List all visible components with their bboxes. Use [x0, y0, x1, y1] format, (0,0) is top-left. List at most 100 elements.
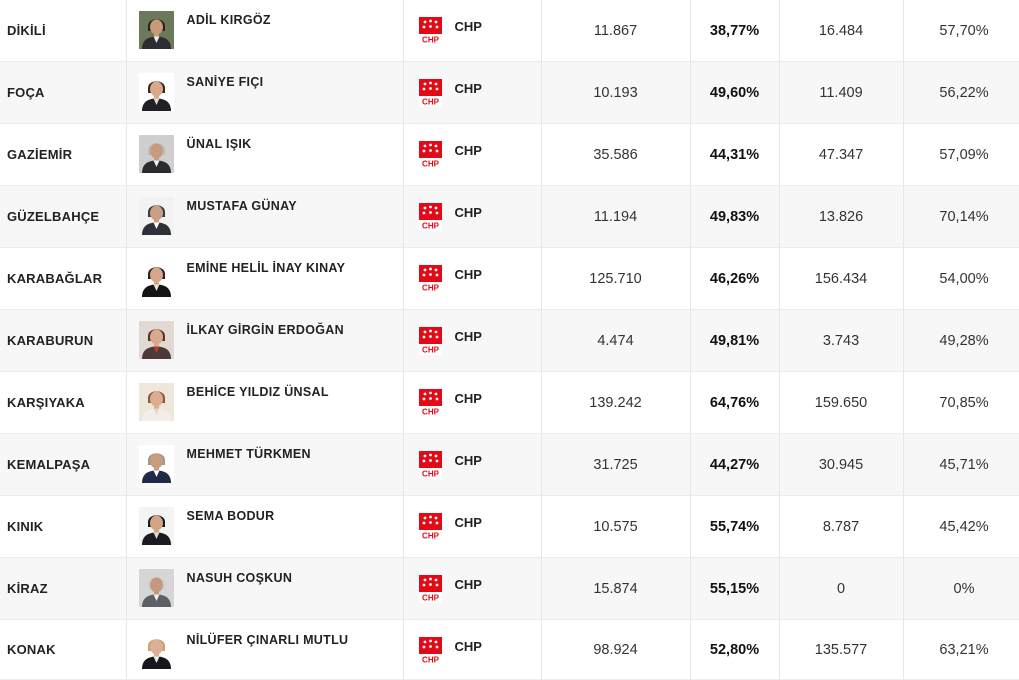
party-cell: CHP CHP [403, 0, 542, 62]
candidate-name: ÜNAL IŞIK [186, 137, 252, 151]
previous-vote-percentage: 45,42% [903, 495, 1019, 558]
candidate-cell: ÜNAL IŞIK [126, 123, 404, 186]
vote-percentage: 49,81% [690, 309, 780, 372]
chp-party-logo-icon: CHP [418, 513, 442, 541]
vote-percentage: 46,26% [690, 247, 780, 310]
vote-count: 35.586 [541, 123, 691, 186]
table-row: FOÇA SANİYE FIÇI [0, 61, 1019, 124]
previous-vote-count: 0 [779, 557, 904, 620]
previous-vote-percentage: 54,00% [903, 247, 1019, 310]
previous-vote-count: 11.409 [779, 61, 904, 124]
candidate-photo [138, 135, 174, 173]
candidate-cell: EMİNE HELİL İNAY KINAY [126, 247, 404, 310]
vote-percentage: 44,27% [690, 433, 780, 496]
party-name: CHP [454, 267, 482, 282]
party-name: CHP [454, 143, 482, 158]
candidate-photo [138, 73, 174, 111]
party-cell: CHP CHP [403, 309, 542, 372]
previous-vote-percentage: 56,22% [903, 61, 1019, 124]
previous-vote-count: 159.650 [779, 371, 904, 434]
party-cell: CHP CHP [403, 185, 542, 248]
candidate-cell: MUSTAFA GÜNAY [126, 185, 404, 248]
svg-text:CHP: CHP [422, 346, 440, 355]
previous-vote-count: 30.945 [779, 433, 904, 496]
candidate-photo [138, 259, 174, 297]
vote-count: 11.867 [541, 0, 691, 62]
vote-count: 10.193 [541, 61, 691, 124]
district-name: KARŞIYAKA [0, 371, 127, 434]
party-cell: CHP CHP [403, 557, 542, 620]
table-row: KARABAĞLAR EMİNE HELİL İNAY KINAY [0, 247, 1019, 310]
chp-party-logo-icon: CHP [418, 451, 442, 479]
previous-vote-percentage: 49,28% [903, 309, 1019, 372]
table-row: KONAK NİLÜFER ÇINARLI MUTLU [0, 619, 1019, 680]
table-row: KARABURUN İLKAY GİRGİN ERDOĞAN [0, 309, 1019, 372]
candidate-photo [138, 383, 174, 421]
vote-count: 31.725 [541, 433, 691, 496]
party-cell: CHP CHP [403, 619, 542, 680]
vote-percentage: 49,60% [690, 61, 780, 124]
party-cell: CHP CHP [403, 495, 542, 558]
district-name: DİKİLİ [0, 0, 127, 62]
party-name: CHP [454, 639, 482, 654]
district-name: KONAK [0, 619, 127, 680]
chp-party-logo-icon: CHP [418, 575, 442, 603]
candidate-photo [138, 11, 174, 49]
district-name: KEMALPAŞA [0, 433, 127, 496]
party-cell: CHP CHP [403, 433, 542, 496]
district-name: KİRAZ [0, 557, 127, 620]
previous-vote-count: 8.787 [779, 495, 904, 558]
candidate-photo [138, 321, 174, 359]
candidate-name: SEMA BODUR [186, 509, 275, 523]
candidate-cell: MEHMET TÜRKMEN [126, 433, 404, 496]
previous-vote-count: 135.577 [779, 619, 904, 680]
chp-party-logo-icon: CHP [418, 389, 442, 417]
candidate-name: NASUH COŞKUN [186, 571, 293, 585]
vote-percentage: 49,83% [690, 185, 780, 248]
vote-count: 139.242 [541, 371, 691, 434]
previous-vote-count: 156.434 [779, 247, 904, 310]
svg-text:CHP: CHP [422, 284, 440, 293]
previous-vote-count: 3.743 [779, 309, 904, 372]
table-row: KINIK SEMA BODUR [0, 495, 1019, 558]
previous-vote-percentage: 57,70% [903, 0, 1019, 62]
district-name: KARABAĞLAR [0, 247, 127, 310]
vote-count: 4.474 [541, 309, 691, 372]
previous-vote-percentage: 45,71% [903, 433, 1019, 496]
district-name: KINIK [0, 495, 127, 558]
district-name: GÜZELBAHÇE [0, 185, 127, 248]
candidate-cell: NASUH COŞKUN [126, 557, 404, 620]
table-row: GAZİEMİR ÜNAL IŞIK [0, 123, 1019, 186]
party-name: CHP [454, 19, 482, 34]
candidate-cell: SANİYE FIÇI [126, 61, 404, 124]
svg-text:CHP: CHP [422, 222, 440, 231]
chp-party-logo-icon: CHP [418, 203, 442, 231]
previous-vote-percentage: 70,85% [903, 371, 1019, 434]
candidate-name: BEHİCE YILDIZ ÜNSAL [186, 385, 329, 399]
candidate-name: SANİYE FIÇI [186, 75, 264, 89]
candidate-cell: İLKAY GİRGİN ERDOĞAN [126, 309, 404, 372]
candidate-name: ADİL KIRGÖZ [186, 13, 271, 27]
vote-count: 125.710 [541, 247, 691, 310]
svg-text:CHP: CHP [422, 160, 440, 169]
candidate-photo [138, 569, 174, 607]
previous-vote-percentage: 0% [903, 557, 1019, 620]
vote-count: 15.874 [541, 557, 691, 620]
candidate-name: NİLÜFER ÇINARLI MUTLU [186, 633, 349, 647]
chp-party-logo-icon: CHP [418, 637, 442, 665]
vote-percentage: 44,31% [690, 123, 780, 186]
chp-party-logo-icon: CHP [418, 265, 442, 293]
svg-text:CHP: CHP [422, 594, 440, 603]
chp-party-logo-icon: CHP [418, 79, 442, 107]
party-name: CHP [454, 329, 482, 344]
table-row: KİRAZ NASUH COŞKUN [0, 557, 1019, 620]
candidate-cell: NİLÜFER ÇINARLI MUTLU [126, 619, 404, 680]
candidate-photo [138, 445, 174, 483]
party-name: CHP [454, 577, 482, 592]
chp-party-logo-icon: CHP [418, 17, 442, 45]
party-name: CHP [454, 81, 482, 96]
candidate-name: EMİNE HELİL İNAY KINAY [186, 261, 346, 275]
svg-text:CHP: CHP [422, 532, 440, 541]
vote-count: 11.194 [541, 185, 691, 248]
previous-vote-percentage: 70,14% [903, 185, 1019, 248]
